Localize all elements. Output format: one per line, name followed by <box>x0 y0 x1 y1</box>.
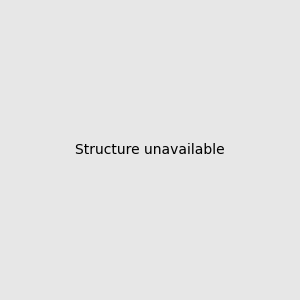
Text: Structure unavailable: Structure unavailable <box>75 143 225 157</box>
